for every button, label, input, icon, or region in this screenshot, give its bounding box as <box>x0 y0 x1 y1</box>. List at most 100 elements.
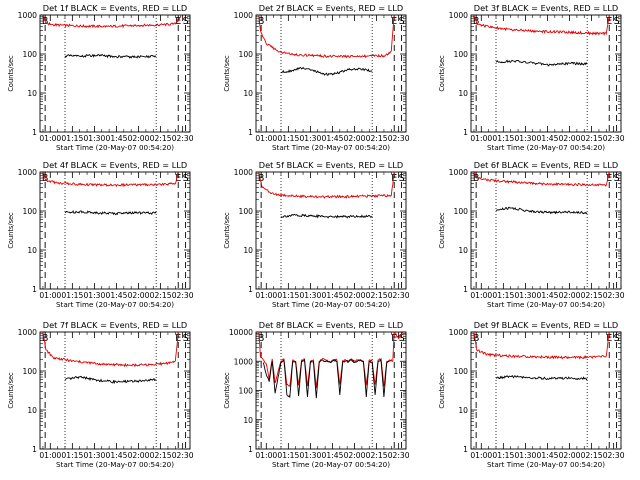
x-tick-label: 02:15 <box>366 134 388 143</box>
series-events-line <box>64 375 157 385</box>
panel-title: Det 5f BLACK = Events, RED = LLD <box>259 160 403 170</box>
x-tick-label: 01:30 <box>514 291 536 300</box>
x-tick-label: 02:15 <box>581 451 603 460</box>
x-tick-label: 02:30 <box>172 451 194 460</box>
x-tick-label: 01:00 <box>470 134 492 143</box>
x-tick-label: 01:45 <box>537 451 559 460</box>
x-tick-label: 01:45 <box>322 291 344 300</box>
marker-saa: S <box>183 173 189 184</box>
x-tick-label: 02:00 <box>559 291 581 300</box>
y-tick-label: 10 <box>27 89 37 98</box>
y-tick-label: 1 <box>32 445 37 454</box>
marker-saa: S <box>399 173 405 184</box>
series-events-line <box>65 209 157 216</box>
marker-end: E <box>391 173 397 184</box>
x-axis-label: Start Time (20-May-07 00:54:20) <box>272 143 390 152</box>
marker-begin: B <box>258 333 265 344</box>
x-tick-label: 01:15 <box>61 291 83 300</box>
x-tick-label: 01:00 <box>255 134 277 143</box>
x-tick-label: 01:45 <box>322 134 344 143</box>
x-tick-label: 02:15 <box>150 291 172 300</box>
marker-end: E <box>175 333 181 344</box>
panel-title: Det 1f BLACK = Events, RED = LLD <box>43 3 187 13</box>
series-events-line <box>495 59 588 67</box>
y-tick-label: 100 <box>454 50 469 59</box>
x-tick-label: 02:30 <box>603 291 625 300</box>
x-tick-label: 02:15 <box>366 451 388 460</box>
x-tick-label: 01:30 <box>299 451 321 460</box>
series-lld-line <box>42 15 182 29</box>
y-tick-label: 10000 <box>229 328 253 337</box>
y-tick-label: 10 <box>243 246 253 255</box>
y-tick-label: 10 <box>27 246 37 255</box>
x-axis-label: Start Time (20-May-07 00:54:20) <box>272 300 390 309</box>
series-lld-line <box>473 15 610 36</box>
x-tick-label: 02:30 <box>603 451 625 460</box>
y-tick-label: 100 <box>239 207 254 216</box>
marker-begin: B <box>473 333 480 344</box>
panel-title: Det 2f BLACK = Events, RED = LLD <box>259 3 403 13</box>
x-tick-label: 01:15 <box>492 134 514 143</box>
y-axis-label: Counts/sec <box>223 55 231 92</box>
plot-frame <box>39 14 191 133</box>
panel-title: Det 3f BLACK = Events, RED = LLD <box>474 3 618 13</box>
marker-saa: S <box>183 16 189 27</box>
panel-title: Det 8f BLACK = Events, RED = LLD <box>259 320 403 330</box>
x-axis-label: Start Time (20-May-07 00:54:20) <box>272 460 390 469</box>
y-tick-label: 1000 <box>234 11 253 20</box>
y-tick-label: 1 <box>248 128 253 137</box>
x-tick-label: 01:00 <box>255 451 277 460</box>
series-events-line <box>280 213 373 219</box>
x-axis-label: Start Time (20-May-07 00:54:20) <box>487 300 605 309</box>
x-tick-label: 01:00 <box>39 291 61 300</box>
x-tick-label: 01:15 <box>277 134 299 143</box>
x-tick-label: 02:00 <box>344 291 366 300</box>
marker-end: E <box>606 173 612 184</box>
series-lld-line <box>473 332 610 360</box>
series-events-line <box>496 374 588 381</box>
series-events-line <box>64 53 157 59</box>
x-tick-label: 01:45 <box>106 134 128 143</box>
y-tick-label: 1 <box>32 285 37 294</box>
marker-end: E <box>391 16 397 27</box>
x-tick-label: 02:15 <box>150 134 172 143</box>
panel-det-4: Det 4f BLACK = Events, RED = LLD 1 10 100 10… <box>7 160 194 309</box>
marker-saa: S <box>399 333 405 344</box>
x-tick-label: 01:00 <box>255 291 277 300</box>
y-tick-label: 100 <box>23 207 38 216</box>
y-axis-label: Counts/sec <box>223 372 231 409</box>
y-tick-label: 1 <box>248 445 253 454</box>
x-tick-label: 02:30 <box>172 134 194 143</box>
panel-title: Det 6f BLACK = Events, RED = LLD <box>474 160 618 170</box>
x-axis-label: Start Time (20-May-07 00:54:20) <box>487 143 605 152</box>
plot-frame <box>255 171 407 290</box>
marker-begin: B <box>473 173 480 184</box>
x-tick-label: 02:15 <box>581 291 603 300</box>
y-tick-label: 1 <box>463 445 468 454</box>
x-tick-label: 02:00 <box>128 451 150 460</box>
x-axis-label: Start Time (20-May-07 00:54:20) <box>487 460 605 469</box>
x-tick-label: 01:30 <box>83 134 105 143</box>
series-events-line <box>262 358 391 399</box>
x-tick-label: 01:15 <box>492 291 514 300</box>
y-tick-label: 1 <box>463 128 468 137</box>
panel-det-5: Det 5f BLACK = Events, RED = LLD 1 10 100 10… <box>223 160 410 309</box>
x-tick-label: 02:15 <box>581 134 603 143</box>
plot-frame <box>255 14 407 133</box>
y-tick-label: 10 <box>458 89 468 98</box>
x-tick-label: 02:15 <box>150 451 172 460</box>
series-lld-line <box>258 172 395 199</box>
x-tick-label: 01:15 <box>277 451 299 460</box>
x-tick-label: 01:00 <box>470 291 492 300</box>
y-tick-label: 10 <box>243 416 253 425</box>
y-tick-label: 1000 <box>18 11 37 20</box>
y-axis-label: Counts/sec <box>223 212 231 249</box>
plot-frame <box>470 171 622 290</box>
y-axis-label: Counts/sec <box>7 372 15 409</box>
plot-frame <box>39 171 191 290</box>
x-tick-label: 01:45 <box>106 291 128 300</box>
y-tick-label: 1000 <box>449 11 468 20</box>
panel-det-8: Det 8f BLACK = Events, RED = LLD 1 10 100 10… <box>223 320 410 469</box>
y-tick-label: 100 <box>23 367 38 376</box>
